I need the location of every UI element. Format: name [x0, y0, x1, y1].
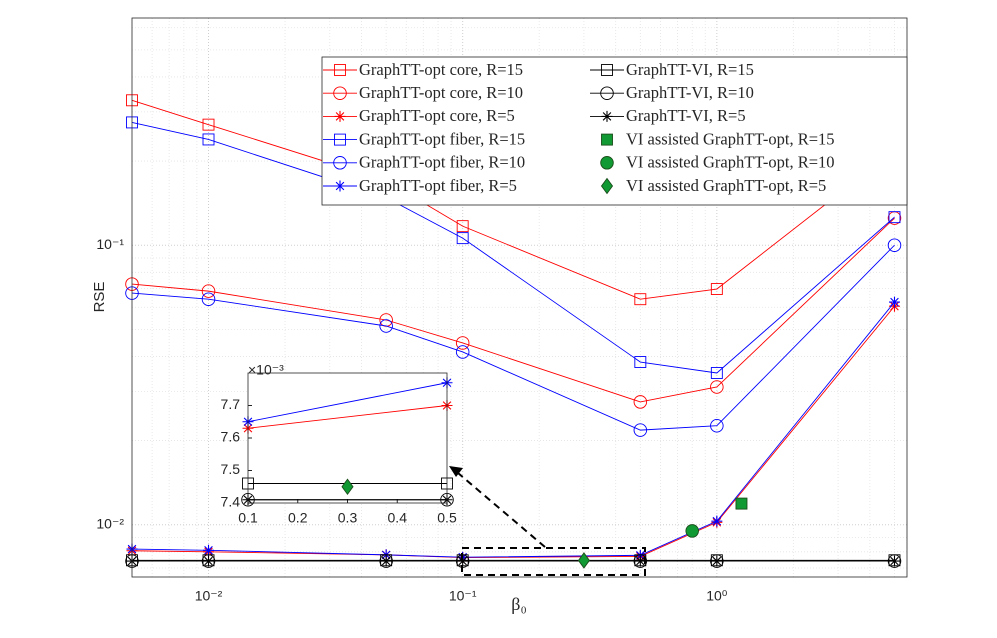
x-tick-label: 0.5 — [437, 510, 457, 526]
legend-label: VI assisted GraphTT-opt, R=10 — [626, 153, 835, 172]
legend-box — [321, 56, 908, 206]
y-tick-label: 7.6 — [221, 429, 241, 445]
marker-star — [634, 555, 646, 567]
y-axis-label: RSE — [91, 282, 108, 313]
legend-marker — [333, 156, 347, 170]
axes-box — [131, 17, 908, 578]
series-line — [131, 121, 895, 374]
legend-marker — [334, 110, 346, 122]
marker-square — [634, 356, 647, 368]
marker-square — [710, 367, 723, 379]
x-tick-label: 10⁻² — [195, 588, 223, 604]
series-line — [131, 244, 895, 431]
marker-star — [711, 555, 723, 567]
marker-square — [735, 497, 748, 510]
legend-label: GraphTT-opt core, R=5 — [359, 106, 515, 125]
marker-square — [710, 283, 723, 295]
legend-marker — [333, 86, 347, 100]
y-tick-label: 7.7 — [221, 396, 241, 412]
legend-label: GraphTT-opt core, R=15 — [359, 60, 523, 79]
marker-star — [711, 515, 723, 527]
legend-label: GraphTT-opt fiber, R=5 — [359, 176, 517, 195]
series-line — [131, 99, 895, 300]
legend-marker — [600, 86, 614, 100]
x-tick-label: 0.2 — [288, 510, 308, 526]
marker-diamond — [577, 552, 590, 569]
marker-circle — [201, 284, 216, 298]
marker-square — [202, 133, 215, 146]
legend-marker — [334, 133, 346, 146]
x-tick-label: 0.4 — [388, 510, 408, 526]
legend-label: GraphTT-VI, R=5 — [626, 106, 746, 125]
marker-circle — [685, 524, 699, 538]
legend-label: VI assisted GraphTT-opt, R=5 — [626, 176, 826, 195]
legend-label: VI assisted GraphTT-opt, R=15 — [626, 129, 835, 148]
legend-label: GraphTT-VI, R=15 — [626, 60, 754, 79]
legend-marker — [601, 64, 613, 76]
legend-label: GraphTT-opt core, R=10 — [359, 83, 523, 102]
marker-square — [456, 220, 469, 233]
x-axis-label: β₀ — [511, 594, 526, 614]
legend-marker — [601, 133, 613, 146]
series-line — [131, 217, 895, 403]
marker-star — [457, 555, 469, 567]
marker-circle — [710, 380, 724, 394]
x-tick-label: 0.1 — [238, 510, 258, 526]
marker-square — [634, 293, 647, 306]
y-tick-label: 10⁻¹ — [96, 236, 124, 252]
marker-circle — [887, 238, 902, 252]
y-tick-label: 10⁻² — [96, 515, 124, 531]
y-tick-label: 7.4 — [221, 494, 241, 510]
marker-star — [888, 296, 900, 308]
marker-circle — [379, 319, 393, 333]
marker-square — [888, 211, 901, 224]
legend-marker — [600, 177, 614, 195]
marker-circle — [633, 395, 648, 409]
marker-circle — [455, 336, 470, 350]
legend-marker — [601, 110, 613, 122]
marker-star — [203, 544, 215, 556]
marker-diamond — [341, 478, 354, 496]
x-tick-label: 10⁻¹ — [449, 588, 477, 604]
marker-star — [634, 549, 646, 561]
x-tick-label: 10⁰ — [706, 588, 728, 604]
legend-marker — [334, 64, 346, 76]
marker-square — [456, 232, 469, 245]
marker-circle — [201, 292, 216, 306]
marker-circle — [710, 418, 724, 433]
legend-label: GraphTT-opt fiber, R=10 — [359, 153, 525, 172]
axis-exponent: ×10⁻³ — [248, 362, 284, 378]
marker-circle — [455, 345, 470, 359]
zoom-box — [461, 547, 646, 576]
marker-star — [203, 555, 215, 567]
legend-marker — [600, 156, 614, 170]
zoom-arrow-head — [449, 466, 463, 477]
legend-label: GraphTT-opt fiber, R=15 — [359, 129, 525, 148]
y-tick-label: 7.5 — [221, 461, 241, 477]
series-line — [247, 405, 448, 429]
legend-marker — [334, 180, 346, 192]
marker-circle — [633, 423, 648, 437]
axes-box — [247, 372, 448, 504]
marker-square — [202, 118, 215, 131]
legend-label: GraphTT-VI, R=10 — [626, 83, 754, 102]
marker-star — [380, 555, 392, 567]
series-line — [247, 382, 448, 423]
x-tick-label: 0.3 — [338, 510, 358, 526]
marker-star — [888, 555, 900, 567]
